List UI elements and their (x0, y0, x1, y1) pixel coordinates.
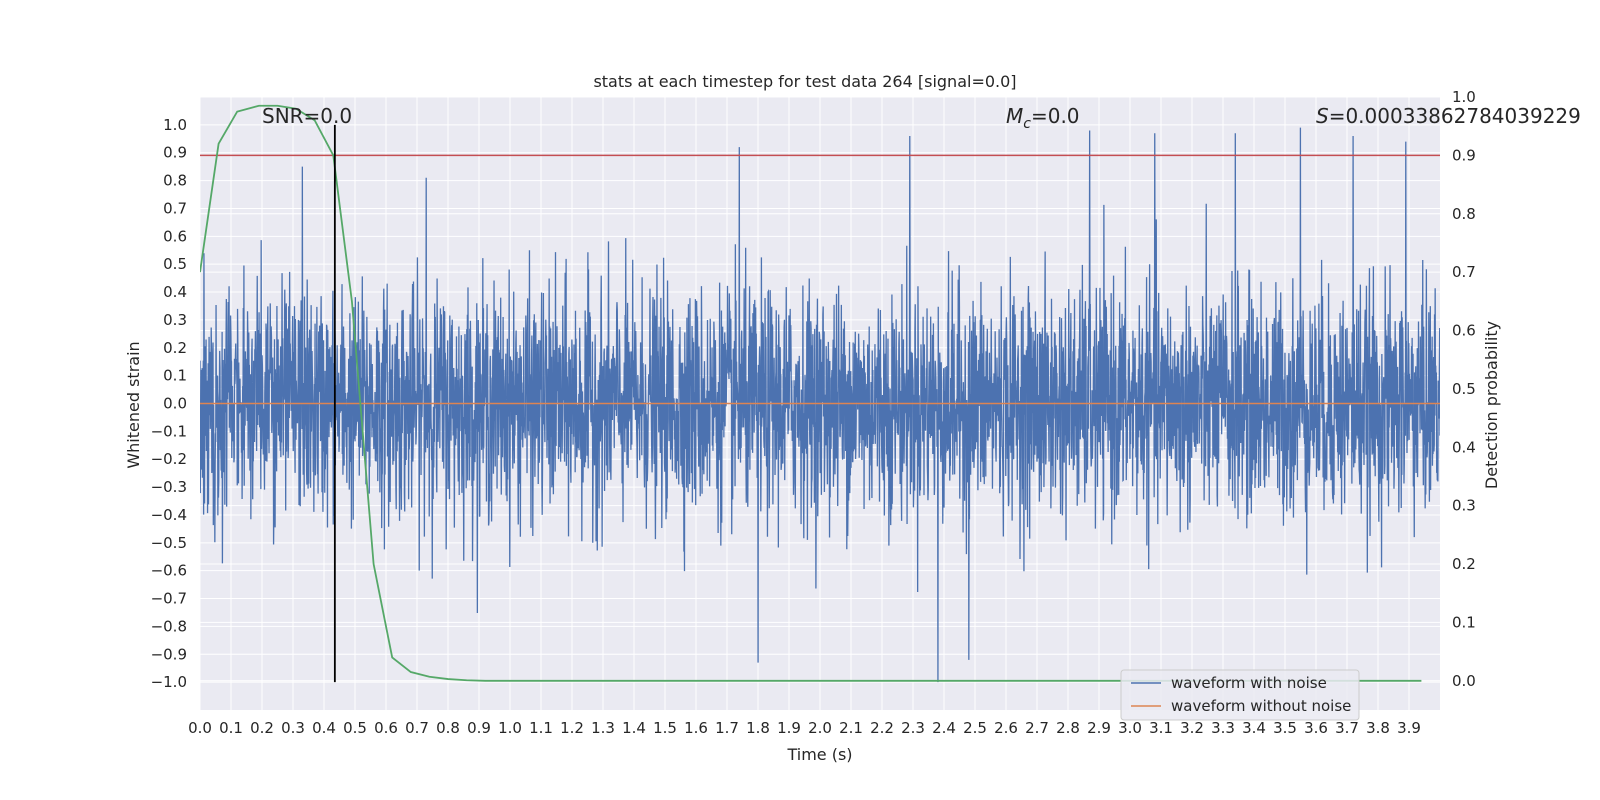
x-tick-label: 3.0 (1118, 719, 1142, 737)
x-tick-label: 3.6 (1304, 719, 1328, 737)
x-tick-label: 3.9 (1397, 719, 1421, 737)
x-tick-label: 3.1 (1149, 719, 1173, 737)
y-tick-label: 0.7 (163, 199, 187, 217)
y-tick-label: 0.0 (163, 395, 187, 413)
chirp-mass-annotation: Mc=0.0 (1006, 104, 1080, 132)
x-tick-label: 2.2 (870, 719, 894, 737)
x-tick-label: 0.4 (312, 719, 336, 737)
y-tick-label: −0.4 (151, 506, 187, 524)
y2-tick-label: 0.4 (1452, 438, 1476, 456)
chirp-mass-subscript: c (1023, 116, 1031, 132)
x-tick-label: 1.2 (560, 719, 584, 737)
y-tick-label: 0.2 (163, 339, 187, 357)
legend: waveform with noise waveform without noi… (1120, 669, 1360, 721)
x-tick-label: 1.1 (529, 719, 553, 737)
y-tick-label: −0.3 (151, 478, 187, 496)
s-value: =0.00033862784039229 (1329, 104, 1581, 128)
x-tick-label: 0.2 (250, 719, 274, 737)
x-tick-label: 2.4 (932, 719, 956, 737)
y-tick-label: 0.8 (163, 172, 187, 190)
x-tick-label: 3.8 (1366, 719, 1390, 737)
y2-tick-label: 0.9 (1452, 146, 1476, 164)
x-tick-label: 0.3 (281, 719, 305, 737)
x-tick-label: 0.0 (188, 719, 212, 737)
series-layer (200, 104, 1440, 683)
y-tick-label: −1.0 (151, 673, 187, 691)
x-tick-label: 3.2 (1180, 719, 1204, 737)
y2-tick-label: 0.0 (1452, 672, 1476, 690)
y-tick-label: −0.7 (151, 590, 187, 608)
y-tick-label: −0.9 (151, 645, 187, 663)
y2-tick-label: 0.1 (1452, 613, 1476, 631)
y2-tick-label: 0.6 (1452, 322, 1476, 340)
y-tick-label: 0.4 (163, 283, 187, 301)
x-tick-label: 2.0 (808, 719, 832, 737)
x-tick-label: 2.9 (1087, 719, 1111, 737)
y-tick-label: −0.2 (151, 450, 187, 468)
series-detection-probability (200, 104, 1422, 682)
s-annotation: S=0.00033862784039229 (1316, 104, 1581, 128)
x-tick-label: 3.7 (1335, 719, 1359, 737)
y2-axis-label: Detection probability (1482, 321, 1501, 489)
x-tick-label: 2.1 (839, 719, 863, 737)
x-tick-label: 1.6 (684, 719, 708, 737)
s-symbol: S (1316, 104, 1329, 128)
y-tick-label: 1.0 (163, 116, 187, 134)
x-axis-label: Time (s) (786, 745, 852, 764)
y2-tick-label: 0.5 (1452, 380, 1476, 398)
x-tick-label: 2.6 (994, 719, 1018, 737)
x-tick-label: 1.4 (622, 719, 646, 737)
legend-label-waveform-with-noise: waveform with noise (1171, 674, 1327, 692)
y-tick-label: 0.3 (163, 311, 187, 329)
series-waveform-with-noise (200, 127, 1440, 683)
y-axis-ticks: 1.0 0.9 0.8 0.7 0.6 0.5 0.4 0.3 0.2 0.1 0.0 −0.1 −0.… (151, 116, 187, 691)
x-tick-label: 0.9 (467, 719, 491, 737)
x-tick-label: 3.5 (1273, 719, 1297, 737)
x-tick-label: 0.7 (405, 719, 429, 737)
x-tick-label: 0.5 (343, 719, 367, 737)
y2-tick-label: 0.7 (1452, 263, 1476, 281)
x-tick-label: 1.3 (591, 719, 615, 737)
x-tick-label: 2.7 (1025, 719, 1049, 737)
x-tick-label: 0.6 (374, 719, 398, 737)
y2-tick-label: 0.2 (1452, 555, 1476, 573)
legend-box (1120, 669, 1360, 721)
y-tick-label: 0.9 (163, 144, 187, 162)
y-axis-label: Whitened strain (124, 341, 143, 468)
legend-label-waveform-without-noise: waveform without noise (1171, 697, 1351, 715)
y-tick-label: −0.8 (151, 617, 187, 635)
chart-title: stats at each timestep for test data 264… (593, 72, 1016, 91)
y2-tick-label: 0.8 (1452, 205, 1476, 223)
x-tick-label: 1.9 (777, 719, 801, 737)
x-tick-label: 0.1 (219, 719, 243, 737)
y-tick-label: −0.6 (151, 562, 187, 580)
x-tick-label: 3.4 (1242, 719, 1266, 737)
x-tick-label: 3.3 (1211, 719, 1235, 737)
chirp-mass-value: =0.0 (1031, 104, 1080, 128)
y2-axis-ticks: 1.0 0.9 0.8 0.7 0.6 0.5 0.4 0.3 0.2 0.1 0.0 (1452, 88, 1476, 690)
y-tick-label: 0.1 (163, 367, 187, 385)
x-axis-ticks: 0.0 0.1 0.2 0.3 0.4 0.5 0.6 0.7 0.8 0.9 1.0 1.1 1.2 1… (188, 719, 1421, 737)
snr-annotation: SNR=0.0 (262, 104, 352, 128)
x-tick-label: 1.5 (653, 719, 677, 737)
chirp-mass-symbol: M (1006, 104, 1023, 128)
x-tick-label: 2.8 (1056, 719, 1080, 737)
y2-tick-label: 1.0 (1452, 88, 1476, 106)
x-tick-label: 1.8 (746, 719, 770, 737)
y-tick-label: 0.6 (163, 227, 187, 245)
x-tick-label: 2.5 (963, 719, 987, 737)
y-tick-label: −0.1 (151, 422, 187, 440)
x-tick-label: 0.8 (436, 719, 460, 737)
x-tick-label: 2.3 (901, 719, 925, 737)
x-tick-label: 1.0 (498, 719, 522, 737)
x-tick-label: 1.7 (715, 719, 739, 737)
y-tick-label: −0.5 (151, 534, 187, 552)
y2-tick-label: 0.3 (1452, 497, 1476, 515)
y-tick-label: 0.5 (163, 255, 187, 273)
